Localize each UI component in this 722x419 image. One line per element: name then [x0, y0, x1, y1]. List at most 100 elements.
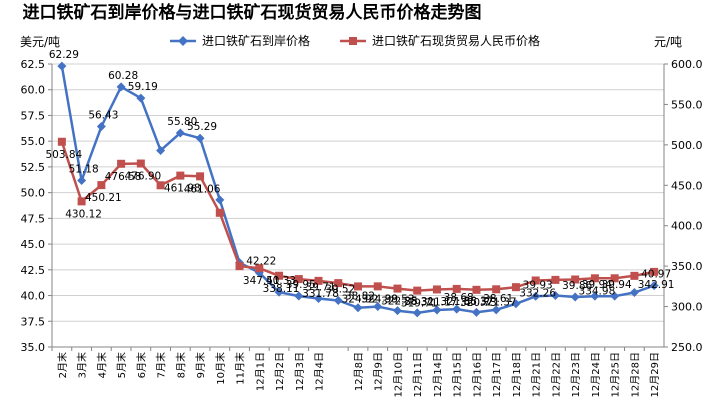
left-tick-label-11: 62.5 [21, 58, 46, 71]
legend-label-series-1: 进口铁矿石到岸价格 [202, 33, 310, 48]
series-1-point-25 [550, 291, 560, 301]
series-1-point-8 [215, 195, 225, 205]
series-2-label-20: 321.85 [440, 296, 477, 308]
series-2-point-13 [314, 276, 323, 285]
series-1-label-21: 38.37 [463, 295, 493, 307]
series-2-label-18: 319.71 [401, 298, 438, 310]
series-2-point-16 [373, 282, 382, 291]
series-2-point-18 [413, 286, 422, 295]
x-tick-label-0: 2月末 [56, 352, 69, 378]
series-2-label-15: 324.92 [342, 293, 379, 305]
series-2-point-4 [136, 159, 145, 168]
series-2-point-22 [492, 285, 501, 294]
x-tick-label-4: 6月末 [135, 352, 148, 378]
x-tick-label-3: 5月末 [115, 352, 128, 378]
series-2-point-23 [511, 283, 520, 292]
series-1-point-12 [294, 291, 304, 301]
series-2-label-0: 503.84 [45, 149, 82, 161]
series-2-label-24: 332.26 [519, 287, 556, 299]
left-tick-label-7: 52.5 [21, 161, 46, 174]
series-1-point-18 [412, 308, 422, 318]
series-2-point-24 [531, 276, 540, 285]
series-2-point-14 [334, 279, 343, 288]
series-1-label-30: 40.97 [641, 269, 671, 281]
left-tick-label-5: 47.5 [21, 212, 46, 225]
x-tick-label-21: 12月17日 [491, 352, 503, 397]
series-1-point-4 [136, 93, 146, 103]
legend: 进口铁矿石到岸价格 进口铁矿石现货贸易人民币价格 [170, 33, 540, 48]
x-tick-label-14: 12月8日 [353, 352, 365, 391]
right-tick-label-0: 250.0 [671, 341, 703, 354]
right-tick-label-1: 300.0 [671, 301, 703, 314]
x-tick-label-29: 12月29日 [649, 352, 661, 397]
series-2-label-16: 324.99 [361, 293, 398, 305]
right-tick-label-5: 500.0 [671, 139, 703, 152]
x-tick-label-9: 11月末 [234, 352, 247, 385]
series-1-point-28 [610, 291, 620, 301]
series-2-label-11: 338.11 [263, 283, 300, 295]
x-tick-label-15: 12月9日 [373, 352, 385, 391]
x-tick-label-13: 12月4日 [314, 352, 326, 391]
left-axis-ticks: 35.0 37.5 40.0 42.5 45.0 47.5 50.0 52.5 55.0 57.5… [21, 58, 52, 354]
series-2-point-21 [472, 285, 481, 294]
x-tick-label-8: 10月末 [214, 352, 227, 385]
right-tick-label-4: 450.0 [671, 179, 703, 192]
left-axis-unit: 美元/吨 [20, 35, 60, 49]
series-1-label-17: 38.53 [384, 294, 414, 306]
series-1-point-26 [570, 292, 580, 302]
legend-marker-series-1 [178, 36, 188, 46]
series-2-point-6 [176, 171, 185, 180]
series-2-label-6: 461.98 [164, 183, 201, 195]
series-1-point-15 [353, 303, 363, 313]
series-2-point-12 [294, 275, 303, 284]
x-tick-label-2: 4月末 [95, 352, 108, 378]
series-1-label-24: 39.93 [523, 279, 553, 291]
left-tick-label-3: 42.5 [21, 264, 46, 277]
series-2-label-19: 321.17 [421, 296, 458, 308]
x-tick-label-23: 12月21日 [531, 352, 543, 397]
series-2-point-1 [77, 197, 86, 206]
left-tick-label-10: 60.0 [21, 84, 46, 97]
series-2-point-7 [196, 172, 205, 181]
series-2-point-9 [235, 262, 244, 271]
series-2-label-17: 322.25 [381, 296, 418, 308]
series-2-label-13: 331.78 [302, 288, 339, 300]
series-1-point-24 [531, 291, 541, 301]
left-tick-label-6: 50.0 [21, 187, 46, 200]
left-tick-label-0: 35.0 [21, 341, 46, 354]
x-tick-label-5: 7月末 [155, 352, 168, 378]
series-1-point-22 [491, 305, 501, 315]
right-tick-label-3: 400.0 [671, 220, 703, 233]
series-1-label-22: 38.61 [483, 293, 513, 305]
series-2-point-15 [354, 282, 362, 291]
series-2-label-3: 476.58 [105, 171, 142, 183]
series-2-point-3 [117, 159, 126, 168]
legend-label-series-2: 进口铁矿石现货贸易人民币价格 [372, 33, 540, 48]
series-1-point-0 [57, 61, 67, 71]
series-1-point-23 [511, 299, 521, 309]
series-1-label-14: 39.52 [325, 283, 355, 295]
series-2-label-2: 450.21 [85, 192, 122, 204]
series-1-label-2: 56.43 [88, 109, 118, 121]
x-tick-label-1: 3月末 [76, 352, 89, 378]
x-tick-label-22: 12月18日 [511, 352, 523, 397]
x-tick-label-20: 12月16日 [471, 352, 483, 397]
x-tick-label-16: 12月10日 [392, 352, 404, 397]
series-2-point-28 [610, 274, 619, 283]
series-2-label-27: 334.98 [579, 285, 616, 297]
series-1-point-13 [314, 294, 324, 304]
left-tick-label-4: 45.0 [21, 238, 46, 251]
series-line-1 [60, 65, 655, 315]
left-tick-label-1: 37.5 [21, 315, 46, 328]
series-1-point-30 [649, 281, 659, 291]
left-tick-label-8: 55.0 [21, 135, 46, 148]
series-2-label-22: 321.37 [480, 296, 517, 308]
series-1-label-3: 60.28 [108, 70, 138, 82]
left-tick-label-2: 40.0 [21, 290, 46, 303]
series-1-point-7 [195, 133, 205, 143]
gridlines [52, 63, 664, 348]
x-tick-label-11: 12月2日 [274, 352, 286, 391]
x-tick-label-24: 12月22日 [550, 352, 562, 397]
series-1-point-27 [590, 291, 600, 301]
